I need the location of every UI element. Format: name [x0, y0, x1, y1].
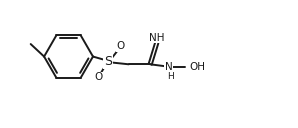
- Text: NH: NH: [149, 33, 165, 43]
- Text: O: O: [94, 72, 102, 82]
- Text: OH: OH: [190, 62, 206, 72]
- Text: N: N: [165, 62, 173, 72]
- Text: S: S: [105, 55, 112, 68]
- Text: H: H: [167, 72, 173, 81]
- Text: O: O: [117, 41, 125, 51]
